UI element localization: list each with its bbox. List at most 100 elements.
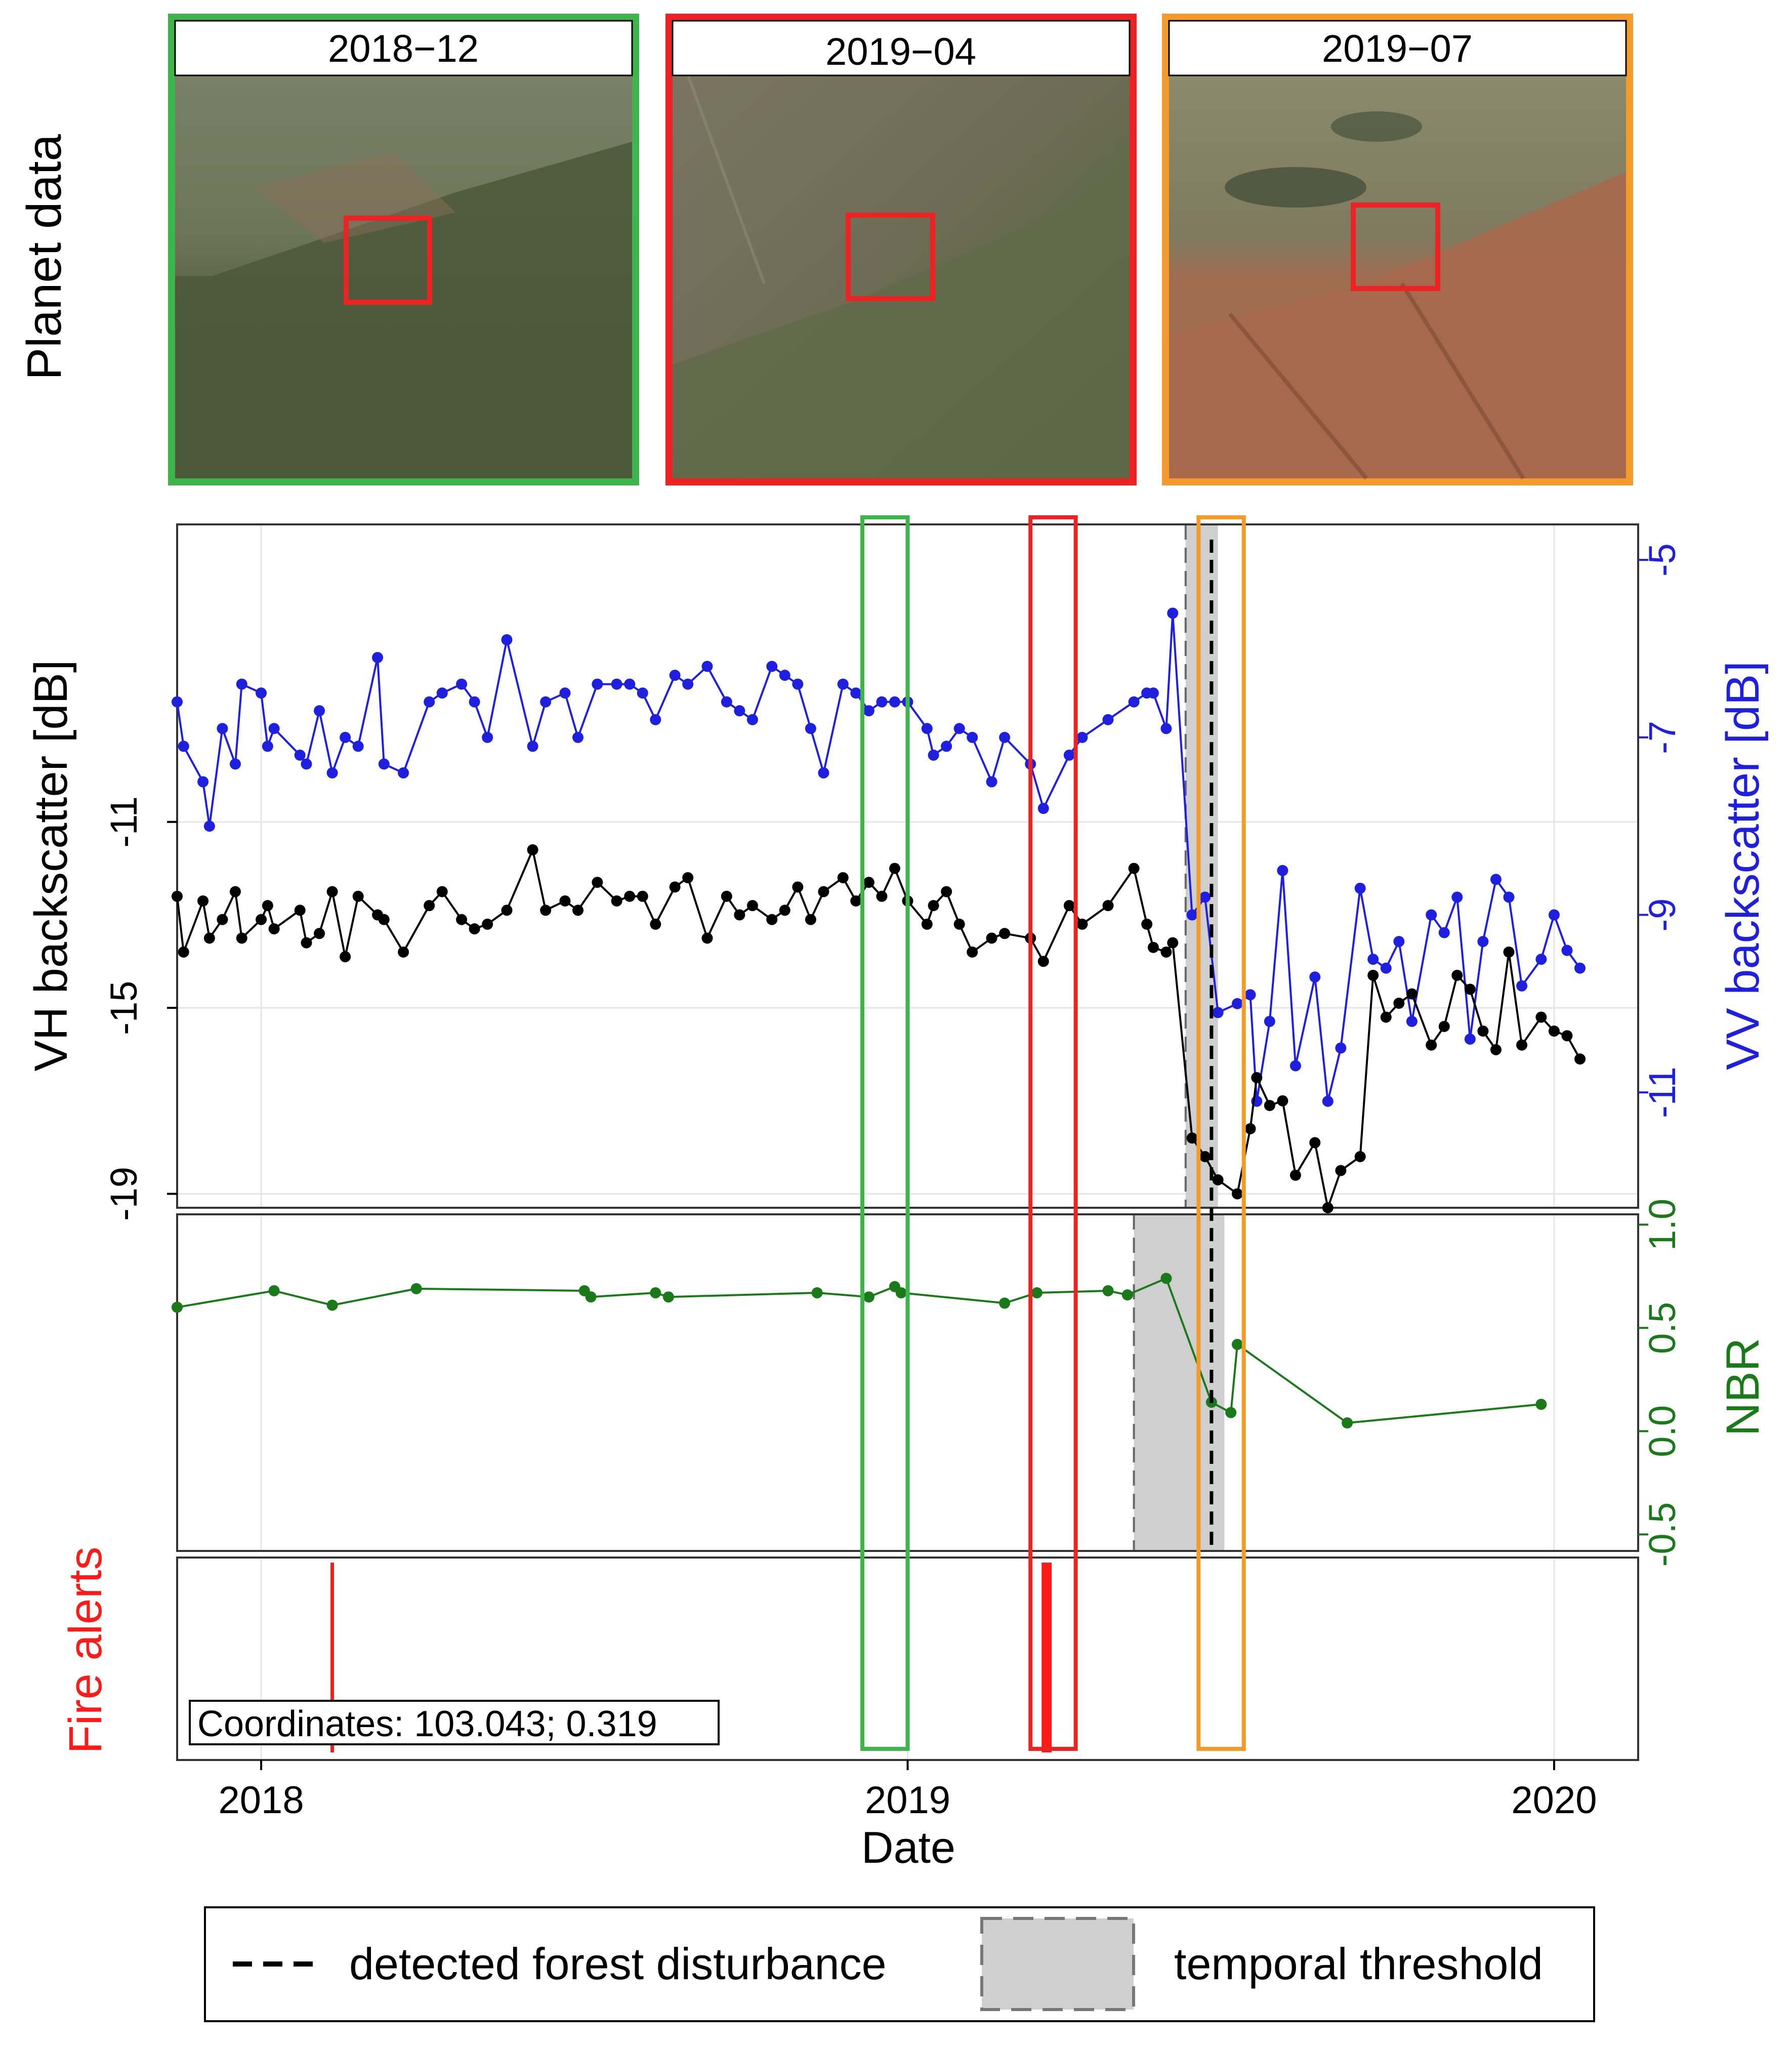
vh-series-point [1535, 1011, 1547, 1023]
vv-series-point [669, 670, 681, 681]
nbr-series-point [650, 1287, 661, 1299]
vv-series-point [236, 678, 247, 690]
vh-series-point [1212, 1174, 1224, 1185]
vh-series-point [229, 886, 241, 897]
vh-series-point [818, 886, 829, 897]
nbr-series-point [326, 1299, 338, 1311]
nbr-series-point [268, 1285, 280, 1296]
vv-series-point [1063, 749, 1075, 761]
vh-series-point [1574, 1053, 1586, 1065]
nbr-series-point [410, 1283, 422, 1294]
vh-tick-label: -19 [103, 1167, 145, 1221]
threshold-nbr-area [1134, 1214, 1225, 1551]
vh-series-line [176, 846, 1581, 1212]
vv-series-point [540, 696, 552, 708]
vv-series-point [837, 678, 849, 690]
vv-tick-label: -7 [1641, 721, 1683, 754]
nbr-series-point [1225, 1407, 1237, 1418]
vv-series-point [1037, 803, 1049, 814]
vv-series-point [721, 696, 732, 708]
vh-series-point [1503, 946, 1515, 958]
vh-series-point [1548, 1026, 1560, 1037]
vh-series-point [967, 946, 978, 958]
vv-series-point [682, 678, 694, 690]
panel-2-date: 2019−04 [825, 30, 976, 73]
vh-series-point [837, 872, 849, 883]
vv-series-point [268, 723, 280, 734]
nbr-series-point [863, 1291, 874, 1303]
vv-series-point [326, 767, 338, 779]
fire-alerts-title: Fire alerts [60, 1547, 111, 1754]
vh-series-point [669, 881, 681, 893]
vv-series-point [766, 661, 778, 672]
vv-series-point [1212, 1007, 1224, 1018]
legend-threshold-label: temporal threshold [1174, 1939, 1543, 1989]
vh-tick-label: -11 [103, 796, 145, 847]
vh-series-point [876, 890, 888, 902]
vh-series-point [805, 914, 816, 925]
vh-series-point [734, 909, 745, 921]
red-window-box [1028, 515, 1078, 1751]
vv-series-point [1128, 696, 1140, 708]
vh-series-point [592, 877, 603, 888]
legend: detected forest disturbance temporal thr… [204, 1906, 1595, 2022]
vh-series-point [701, 932, 713, 944]
vv-series-point [876, 696, 888, 708]
vh-series-point [624, 890, 636, 902]
nbr-tick-label: 1.0 [1641, 1199, 1683, 1251]
vh-series-point [1231, 1188, 1243, 1200]
vv-series-point [850, 687, 862, 699]
nbr-tick-label: 0.0 [1641, 1405, 1683, 1457]
panel-3-date: 2019−07 [1322, 27, 1473, 70]
vv-series-point [889, 696, 900, 708]
nbr-series-point [895, 1287, 907, 1299]
panel-3-target-box [1351, 202, 1440, 291]
nbr-series-point [172, 1301, 183, 1313]
vh-series-point [424, 900, 435, 912]
vh-series-point [178, 946, 189, 958]
vv-series-point [1503, 891, 1515, 903]
vv-series-point [178, 741, 189, 752]
vv-series-point [456, 678, 468, 690]
vv-series-point [501, 634, 513, 645]
vh-series-point [746, 900, 758, 912]
vv-series-point [863, 705, 874, 717]
vv-series-point [301, 758, 312, 770]
axis-ticks: -11 -15 -19 -5 -7 -9 -11 1.0 0.5 0.0 -0.5 2018 2019 2… [103, 543, 1683, 1822]
panel-2-target-box [846, 213, 935, 301]
date-windows [860, 515, 1246, 1751]
vv-series-point [611, 678, 622, 690]
vh-series-point [203, 932, 215, 944]
vv-series-point [650, 714, 661, 725]
vv-series-point [1574, 962, 1586, 974]
vv-series-point [1393, 936, 1405, 948]
vv-series-point [1186, 909, 1198, 921]
nbr-series-line [177, 1277, 1541, 1424]
x-tick-label: 2020 [1511, 1779, 1597, 1822]
vv-series-point [436, 687, 448, 699]
vv-series-point [1516, 980, 1528, 992]
vv-series-point [572, 731, 584, 743]
vh-series-point [1322, 1202, 1333, 1213]
vv-series-point [1160, 723, 1172, 734]
planet-panel-1: 2018−12 [168, 14, 639, 485]
vh-series-point [1037, 956, 1049, 967]
vh-series-point [766, 914, 778, 925]
vv-series-point [746, 714, 758, 725]
vh-series-point [1199, 1151, 1211, 1162]
nbr-series-point [1121, 1289, 1133, 1301]
vh-tick-label: -15 [103, 981, 145, 1035]
vh-axis-title: VH backscatter [dB] [25, 660, 77, 1072]
vv-series-point [1490, 874, 1502, 885]
vv-series-point [1264, 1015, 1275, 1027]
vv-series-point [1354, 882, 1366, 894]
vh-series-point [1438, 1020, 1450, 1032]
nbr-tick-label: 0.5 [1641, 1302, 1683, 1354]
vh-series-point [863, 877, 874, 888]
vh-series-point [1426, 1039, 1437, 1051]
vh-series-point [378, 914, 390, 925]
x-axis-title: Date [861, 1822, 955, 1872]
vh-series-point [482, 918, 493, 930]
vh-series-point [1244, 1123, 1256, 1134]
